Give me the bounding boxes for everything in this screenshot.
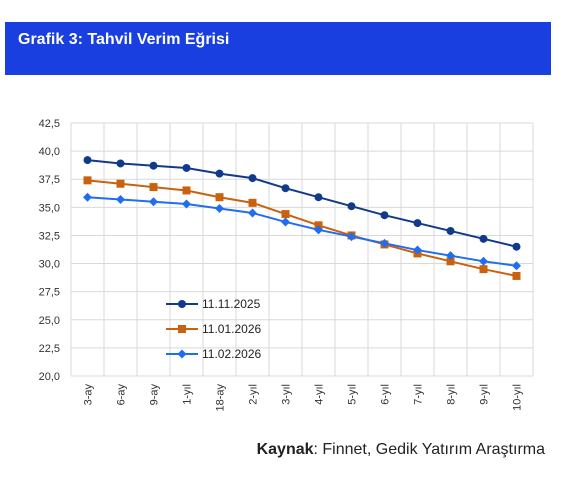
- x-tick-label: 9-ay: [149, 384, 161, 406]
- x-tick-label: 3-ay: [83, 384, 95, 406]
- data-point: [479, 256, 488, 266]
- data-point: [182, 199, 191, 209]
- x-tick-label: 5-yıl: [347, 384, 359, 405]
- legend-marker: [178, 325, 186, 333]
- x-tick-label: 18-ay: [215, 384, 227, 412]
- y-tick-label: 27,5: [39, 287, 60, 299]
- data-point: [182, 163, 191, 172]
- data-point: [182, 186, 191, 195]
- x-tick-label: 2-yıl: [248, 384, 260, 405]
- x-tick-label: 6-yıl: [380, 384, 392, 405]
- data-point: [479, 234, 488, 243]
- source-note: Kaynak: Finnet, Gedik Yatırım Araştırma: [257, 441, 545, 459]
- legend-marker: [177, 349, 187, 359]
- x-tick-label: 9-yıl: [479, 384, 491, 405]
- data-point: [281, 184, 290, 193]
- x-tick-label: 1-yıl: [182, 384, 194, 405]
- y-tick-label: 32,5: [39, 230, 60, 242]
- data-point: [446, 251, 455, 261]
- legend-label: 11.01.2026: [202, 322, 261, 336]
- data-point: [116, 194, 125, 204]
- series-line: [87, 159, 517, 248]
- data-point: [281, 217, 290, 227]
- legend-label: 11.11.2025: [202, 297, 261, 311]
- data-point: [116, 159, 125, 168]
- data-point: [446, 226, 455, 235]
- data-point: [149, 197, 158, 207]
- y-tick-label: 37,5: [39, 174, 60, 186]
- data-point: [314, 193, 323, 202]
- series-line: [87, 196, 517, 267]
- data-point: [248, 174, 257, 183]
- y-tick-label: 30,0: [39, 259, 60, 271]
- data-point: [512, 242, 521, 251]
- data-point: [413, 245, 422, 255]
- data-point: [83, 192, 92, 202]
- chart-header: Grafik 3: Tahvil Verim Eğrisi: [5, 22, 551, 75]
- y-tick-label: 40,0: [39, 146, 60, 158]
- data-point: [248, 198, 257, 207]
- data-point: [413, 219, 422, 228]
- data-point: [215, 169, 224, 178]
- data-point: [512, 261, 521, 271]
- x-tick-label: 8-yıl: [446, 384, 458, 405]
- data-point: [314, 225, 323, 235]
- data-point: [479, 265, 488, 274]
- data-point: [83, 176, 92, 185]
- data-point: [380, 211, 389, 220]
- y-tick-label: 42,5: [39, 118, 60, 130]
- legend-marker: [178, 300, 186, 308]
- data-point: [347, 202, 356, 211]
- data-point: [248, 208, 257, 218]
- x-tick-label: 6-ay: [116, 384, 128, 406]
- data-point: [347, 232, 356, 242]
- data-point: [446, 257, 455, 266]
- data-point: [380, 238, 389, 248]
- source-text: : Finnet, Gedik Yatırım Araştırma: [313, 441, 545, 458]
- y-tick-label: 35,0: [39, 202, 60, 214]
- data-point: [149, 183, 158, 192]
- source-label: Kaynak: [256, 441, 314, 458]
- x-tick-label: 7-yıl: [413, 384, 425, 405]
- y-tick-label: 20,0: [39, 371, 60, 383]
- series-line: [87, 179, 517, 277]
- y-tick-label: 25,0: [39, 315, 60, 327]
- x-tick-label: 10-yıl: [512, 384, 524, 411]
- data-point: [281, 210, 290, 219]
- data-point: [215, 193, 224, 202]
- legend-label: 11.02.2026: [202, 347, 261, 361]
- y-tick-label: 22,5: [39, 343, 60, 355]
- data-point: [116, 179, 125, 188]
- x-tick-label: 4-yıl: [314, 384, 326, 405]
- x-tick-label: 3-yıl: [281, 384, 293, 405]
- data-point: [149, 161, 158, 170]
- chart-title: Grafik 3: Tahvil Verim Eğrisi: [18, 31, 230, 48]
- data-point: [215, 203, 224, 213]
- data-point: [512, 271, 521, 280]
- data-point: [83, 156, 92, 165]
